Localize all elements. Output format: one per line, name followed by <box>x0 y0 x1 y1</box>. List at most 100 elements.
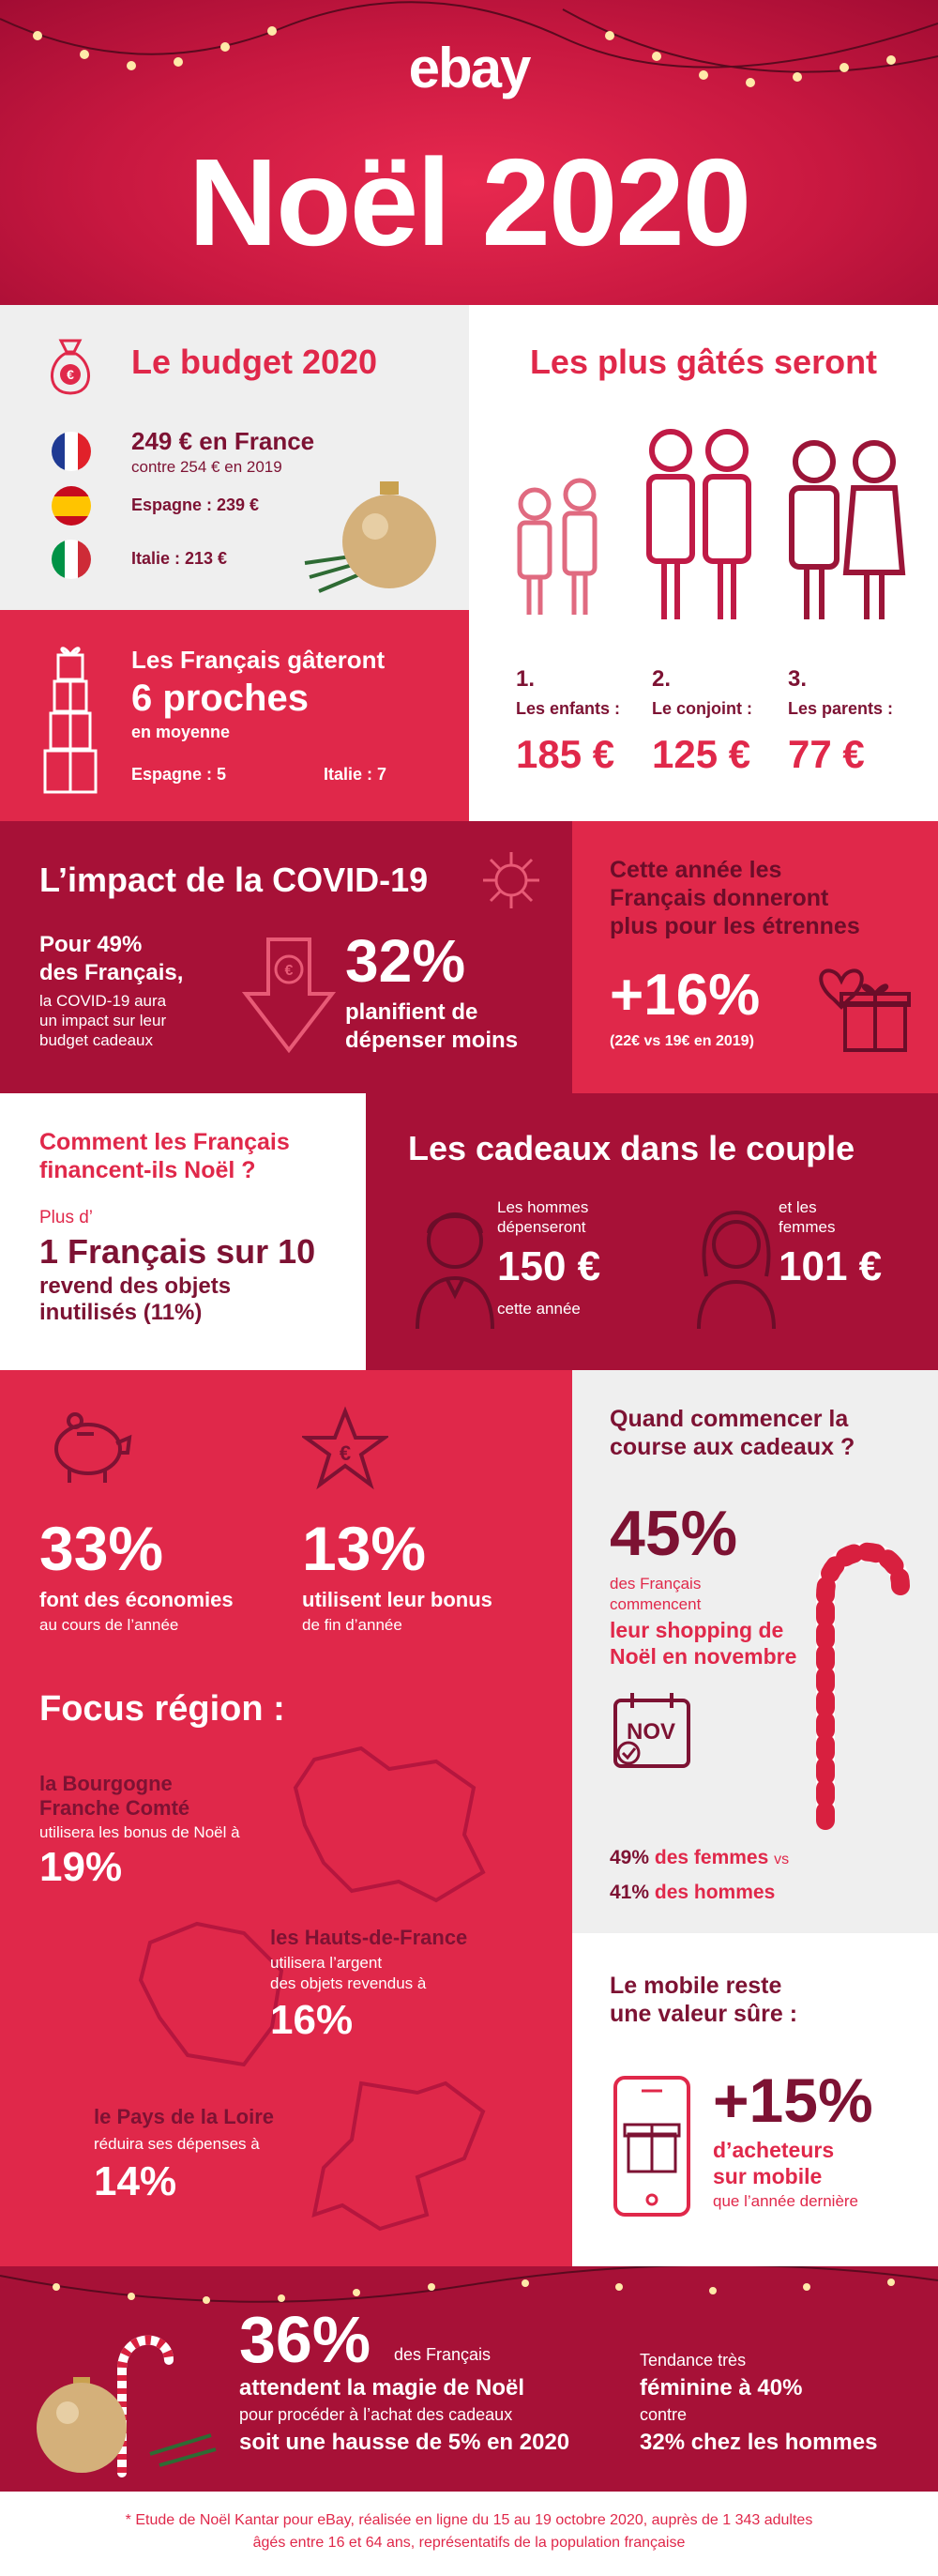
woman-icon <box>697 1210 776 1330</box>
savings-a-l1: font des économies <box>39 1588 234 1611</box>
couple-men-l1: Les hommes <box>497 1198 589 1216</box>
mobile-b1: d’acheteurs <box>713 2138 835 2162</box>
couple-title: Les cadeaux dans le couple <box>408 1129 855 1167</box>
savings-a-l2: au cours de l’année <box>39 1616 179 1634</box>
magic-l3: soit une hausse de 5% en 2020 <box>239 2430 570 2455</box>
mobile-b2: sur mobile <box>713 2164 823 2188</box>
start-pct: 45% <box>610 1498 738 1569</box>
calendar-month: NOV <box>627 1719 676 1745</box>
euro-star-icon: € <box>302 1406 388 1490</box>
mobile-pct: +15% <box>713 2065 873 2135</box>
svg-text:€: € <box>340 1441 351 1465</box>
gifts-big: 6 proches <box>131 678 309 719</box>
smartphone-gift-icon <box>613 2076 690 2217</box>
focus-region-title: Focus région : <box>39 1689 285 1729</box>
start-men-pct: 41% <box>610 1882 650 1903</box>
mobile-section: Le mobile reste une valeur sûre : +15% d… <box>572 1933 938 2266</box>
rank-3: 3. <box>788 666 808 692</box>
children-icon <box>517 478 598 615</box>
finance-big: 1 Français sur 10 <box>39 1232 316 1271</box>
savings-b-pct: 13% <box>302 1514 427 1583</box>
covid-lead1: Pour 49% <box>39 932 143 957</box>
covid-desc2: un impact sur leur <box>39 1012 167 1029</box>
spain-flag-icon <box>52 486 91 526</box>
magic-l1: attendent la magie de Noël <box>239 2375 525 2401</box>
finance-section: Comment les Français financent-ils Noël … <box>0 1093 366 1370</box>
ebay-logo: ebay <box>408 37 532 99</box>
region1-desc: utilisera les bonus de Noël à <box>39 1823 240 1841</box>
covid-impact-section: L’impact de la COVID-19 Pour 49% des Fra… <box>0 821 572 1093</box>
string-lights-decoration <box>0 1 938 87</box>
rank-1: 1. <box>516 666 536 692</box>
magic-pct: 36% <box>239 2303 371 2376</box>
start-men-line: 41% des hommes <box>610 1882 775 1904</box>
region2-name: les Hauts-de-France <box>270 1926 468 1949</box>
magic-r1: Tendance très <box>640 2351 747 2370</box>
shopping-start-section: Quand commencer la course aux cadeaux ? … <box>572 1370 938 1933</box>
couple-men-sub: cette année <box>497 1300 581 1318</box>
start-women-pct: 49% <box>610 1847 650 1868</box>
savings-b-l1: utilisent leur bonus <box>302 1588 492 1611</box>
footnote-line1: * Etude de Noël Kantar pour eBay, réalis… <box>125 2512 813 2528</box>
region3-pct: 14% <box>94 2158 177 2204</box>
italy-flag-icon <box>52 540 91 579</box>
most-spoiled-section: Les plus gâtés seront 1. Les enfants : 1… <box>469 305 938 821</box>
couple-gifts-section: Les cadeaux dans le couple Les hommes dé… <box>366 1093 938 1370</box>
couple-men-l2: dépenseront <box>497 1218 586 1236</box>
ornament-candy-cane-icon <box>37 2335 217 2477</box>
savings-and-regions-section: € 33% font des économies au cours de l’a… <box>0 1370 572 2266</box>
magic-r2: féminine à 40% <box>640 2375 803 2401</box>
start-b1: leur shopping de <box>610 1618 784 1642</box>
spending-down-arrow-icon: € <box>242 937 336 1054</box>
footnote: * Etude de Noël Kantar pour eBay, réalis… <box>0 2492 938 2576</box>
finance-d1: revend des objets <box>39 1273 232 1299</box>
couple-men-value: 150 € <box>497 1243 601 1289</box>
etrennes-pct: +16% <box>610 963 761 1028</box>
start-women-line: 49% des femmes vs <box>610 1847 789 1869</box>
bourgogne-map-icon <box>293 1745 486 1903</box>
etrennes-l2: Français donneront <box>610 885 829 911</box>
heart-gift-icon <box>819 968 911 1052</box>
svg-text:€: € <box>67 367 74 382</box>
region2-pct: 16% <box>270 1997 354 2043</box>
label-children: Les enfants : <box>516 699 621 718</box>
covid-pct-l2: dépenser moins <box>345 1028 519 1053</box>
etrennes-l3: plus pour les étrennes <box>610 913 860 939</box>
christmas-ornament-icon <box>304 481 436 593</box>
rank-2: 2. <box>652 666 672 692</box>
budget-france: 249 € en France <box>131 427 315 455</box>
page-title: Noël 2020 <box>188 133 751 271</box>
magic-r4: 32% chez les hommes <box>640 2430 878 2455</box>
pays-de-la-loire-map-icon <box>311 2081 486 2232</box>
spouse-icon <box>646 429 751 619</box>
region3-name: le Pays de la Loire <box>94 2105 274 2128</box>
start-b2: Noël en novembre <box>610 1644 797 1669</box>
savings-a-pct: 33% <box>39 1514 164 1583</box>
region2-d1: utilisera l’argent <box>270 1954 383 1972</box>
label-parents: Les parents : <box>788 699 894 718</box>
finance-pre: Plus d’ <box>39 1208 94 1227</box>
gifts-sub: en moyenne <box>131 723 231 741</box>
money-bag-icon: € <box>51 339 90 395</box>
start-l2: course aux cadeaux ? <box>610 1434 855 1460</box>
stacked-gifts-icon <box>43 647 98 794</box>
magic-l2: pour procéder à l’achat des cadeaux <box>239 2405 513 2424</box>
header-banner: ebay Noël 2020 <box>0 0 938 305</box>
region1-pct: 19% <box>39 1844 123 1890</box>
france-flag-icon <box>52 432 91 471</box>
etrennes-section: Cette année les Français donneront plus … <box>572 821 938 1093</box>
covid-lead2: des Français, <box>39 960 184 985</box>
mobile-sub: que l’année dernière <box>713 2192 859 2210</box>
piggy-bank-icon <box>54 1412 132 1483</box>
spoiled-title: Les plus gâtés seront <box>529 343 878 381</box>
savings-b-l2: de fin d’année <box>302 1616 402 1634</box>
budget-italy: Italie : 213 € <box>131 549 228 568</box>
start-l1: Quand commencer la <box>610 1406 849 1432</box>
svg-text:€: € <box>285 963 294 979</box>
start-men-label: des hommes <box>654 1882 776 1903</box>
calendar-icon <box>613 1693 690 1768</box>
couple-women-l2: femmes <box>779 1218 836 1236</box>
hauts-de-france-map-icon <box>138 1921 284 2067</box>
covid-pct-l1: planifient de <box>345 999 478 1025</box>
finance-d2: inutilisés (11%) <box>39 1300 203 1325</box>
